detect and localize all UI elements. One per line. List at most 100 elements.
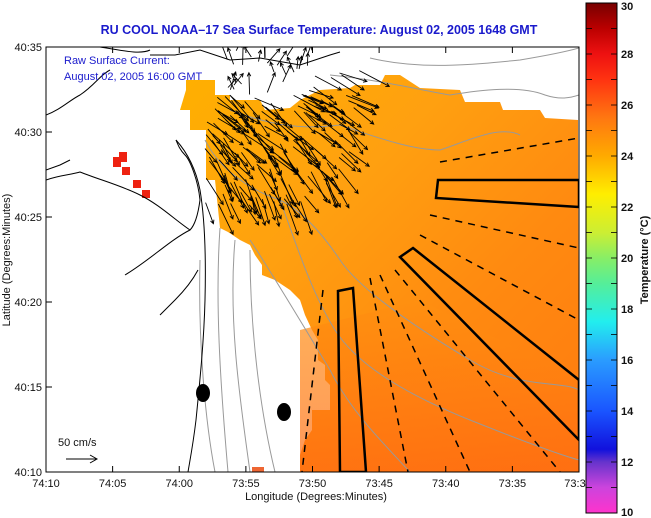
current-vector: [309, 89, 335, 100]
current-vector: [303, 111, 319, 129]
current-vector: [299, 138, 311, 157]
current-vector: [233, 181, 248, 214]
current-vector: [254, 97, 285, 111]
current-vector: [251, 196, 257, 216]
current-vector: [288, 184, 300, 207]
current-vector: [334, 107, 362, 128]
current-vector: [313, 105, 338, 115]
current-vector: [338, 168, 359, 195]
current-vector: [314, 75, 343, 91]
current-vector: [256, 164, 278, 183]
current-vector: [301, 93, 326, 104]
current-vector: [269, 193, 282, 220]
current-vector: [324, 132, 342, 149]
current-vector: [306, 105, 322, 122]
current-vector: [291, 165, 314, 195]
current-vector: [235, 47, 239, 51]
x-tick-label: 74:05: [99, 478, 127, 490]
current-vector: [257, 49, 263, 62]
current-vector: [324, 178, 337, 209]
current-vector: [305, 52, 311, 66]
x-tick-label: 73:40: [432, 478, 460, 490]
current-vector: [205, 177, 224, 206]
current-vector: [347, 130, 369, 151]
current-vector: [218, 159, 238, 181]
colorbar-tick-label: 26: [621, 100, 633, 112]
y-axis: 40:35 40:30 40:25 40:20 40:15 40:10: [14, 42, 52, 479]
current-vector: [248, 204, 262, 220]
current-vector: [204, 148, 218, 164]
plot-area: [46, 47, 579, 472]
current-vector: [348, 151, 371, 167]
current-vector: [221, 130, 245, 146]
current-vector: [216, 161, 232, 195]
current-vector: [286, 47, 294, 57]
survey-box-south: [336, 286, 368, 472]
current-vector: [348, 100, 375, 113]
bathymetry-contours: [199, 47, 579, 472]
current-vector: [233, 72, 244, 86]
current-vector: [205, 202, 215, 225]
x-tick-label: 73:35: [499, 478, 527, 490]
annotation-line2: August 02, 2005 16:00 GMT: [64, 71, 202, 83]
current-vector: [279, 61, 287, 75]
current-vector: [326, 162, 339, 180]
current-vector: [219, 175, 243, 204]
current-vector: [285, 194, 298, 219]
current-vector: [299, 135, 327, 160]
current-vector: [307, 160, 334, 182]
current-vector: [213, 122, 234, 144]
station-marker: [277, 403, 291, 421]
current-vector: [318, 117, 344, 138]
current-vector: [217, 203, 234, 236]
current-vector: [224, 184, 233, 203]
y-tick-label: 40:30: [14, 127, 42, 139]
colorbar-tick-label: 10: [621, 507, 633, 518]
sst-warm-patch: [252, 467, 264, 472]
x-tick-label: 74:10: [32, 478, 60, 490]
current-vector: [264, 191, 276, 221]
scale-vector-arrow: [66, 454, 99, 464]
current-vector: [224, 96, 250, 122]
colorbar-tick-label: 30: [621, 1, 633, 13]
current-vector: [245, 148, 261, 164]
current-vector: [246, 71, 252, 95]
red-pixel-cluster: [113, 152, 150, 198]
current-vector: [330, 77, 361, 97]
current-vector: [286, 56, 295, 73]
y-tick-label: 40:10: [14, 467, 42, 479]
current-vector: [263, 47, 266, 59]
colorbar-ticks: 30 28 26 24 22 20 18 16 14 12 10: [586, 1, 634, 518]
current-vector: [217, 117, 246, 135]
survey-box-southeast: [398, 246, 579, 442]
current-vector: [305, 106, 333, 127]
x-tick-label: 74:00: [165, 478, 193, 490]
current-vector: [277, 122, 299, 142]
current-vector: [300, 47, 307, 64]
current-vector: [359, 70, 391, 87]
current-vector: [338, 157, 357, 172]
colorbar-tick-label: 16: [621, 355, 633, 367]
y-axis-label: Latitude (Degrees:Minutes): [1, 194, 13, 327]
current-vector: [214, 108, 237, 131]
current-vector: [266, 71, 276, 93]
coastline: [46, 47, 341, 472]
y-tick-label: 40:15: [14, 382, 42, 394]
current-vector: [258, 139, 279, 168]
current-vector: [240, 199, 260, 226]
current-vector: [205, 134, 224, 156]
current-vector: [283, 198, 301, 219]
colorbar-tick-label: 12: [621, 457, 633, 469]
current-vector: [241, 112, 261, 125]
current-vector: [307, 114, 328, 125]
current-vector: [329, 114, 351, 131]
current-vector: [346, 94, 380, 109]
colorbar-tick-label: 22: [621, 202, 633, 214]
current-vector: [269, 61, 275, 73]
current-vector: [257, 167, 276, 196]
survey-boxes: [336, 178, 579, 472]
transect-lines: [301, 137, 579, 472]
current-vector: [240, 192, 252, 213]
current-vector: [254, 131, 275, 154]
current-vector: [298, 55, 304, 70]
